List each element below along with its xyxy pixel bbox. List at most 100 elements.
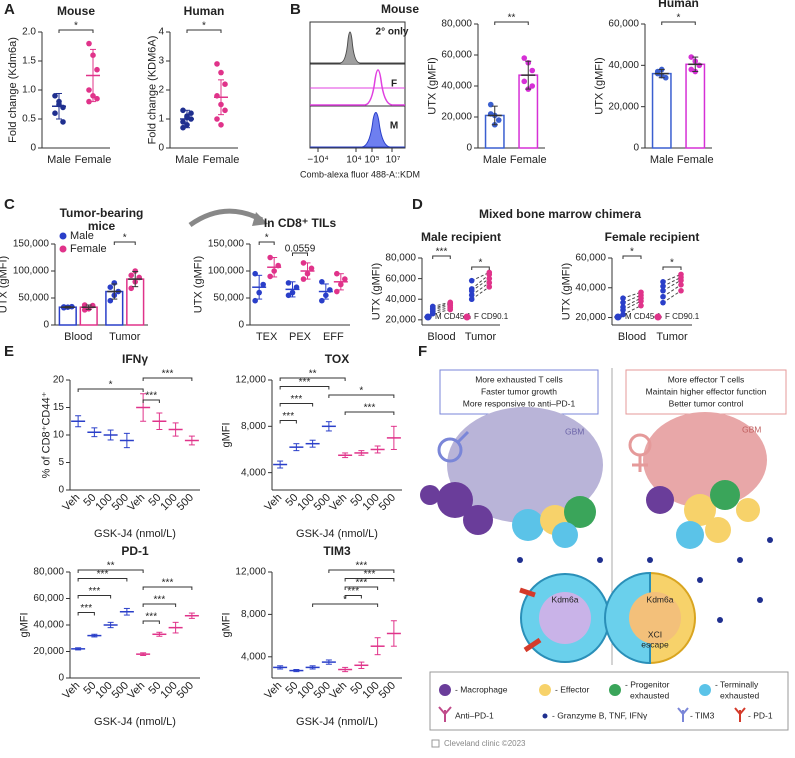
significance-bracket [622, 255, 642, 259]
legend-marker [59, 232, 67, 240]
data-point [52, 110, 58, 116]
significance-label: *** [282, 411, 294, 422]
x-tick-label: 500 [175, 680, 196, 701]
x-tick-label: 500 [377, 680, 398, 701]
x-tick-label: Veh [262, 492, 284, 514]
y-tick-label: 50,000 [213, 293, 244, 304]
significance-label: *** [154, 595, 166, 606]
x-axis-label: GSK-J4 (nmol/L) [296, 528, 378, 540]
significance-label: * [265, 233, 269, 244]
y-tick-label: 8,000 [241, 609, 266, 620]
x-tick-label: Veh [125, 680, 147, 702]
y-tick-label: 4 [158, 27, 164, 38]
legend-label: Male [70, 230, 94, 242]
y-tick-label: 0 [30, 143, 36, 154]
y-tick-label: 150,000 [13, 239, 50, 250]
x-axis-label: GSK-J4 (nmol/L) [296, 716, 378, 728]
y-tick-label: 1.0 [22, 85, 36, 96]
pair-line [471, 271, 490, 282]
significance-bracket [186, 29, 222, 33]
data-point [214, 61, 220, 67]
y-axis-label: UTX (gMFI) [426, 57, 438, 114]
data-point [86, 87, 92, 93]
y-tick-label: 40,000 [575, 282, 606, 293]
data-point [214, 116, 220, 122]
data-point [218, 122, 224, 128]
significance-label: *** [80, 603, 92, 614]
x-tick-label: EFF [323, 331, 344, 343]
pair-line [662, 273, 682, 283]
data-point [660, 287, 666, 294]
y-tick-label: 12,000 [235, 375, 266, 386]
data-point [60, 104, 66, 111]
significance-bracket [432, 255, 451, 259]
data-point [267, 273, 273, 280]
data-point [620, 295, 626, 302]
y-tick-label: 2.0 [22, 27, 36, 38]
significance-bracket [344, 595, 362, 599]
significance-bracket [471, 266, 490, 270]
significance-bracket [344, 586, 379, 590]
significance-bracket [58, 29, 94, 33]
x-tick-label: Blood [618, 331, 646, 343]
chart-title: In CD8⁺ TILs [264, 216, 337, 230]
x-tick-label: Female [510, 154, 547, 166]
y-tick-label: 1 [158, 114, 164, 125]
footer: Cleveland clinic ©2023 [444, 739, 526, 748]
data-point [319, 279, 325, 285]
y-tick-label: 4,000 [241, 467, 266, 478]
data-point [468, 292, 475, 298]
data-point [222, 81, 228, 87]
chart-title: mice [88, 219, 116, 233]
significance-label: * [202, 21, 206, 32]
data-point [94, 95, 100, 102]
significance-label: *** [347, 586, 359, 597]
y-tick-label: 0.5 [22, 114, 36, 125]
significance-label: *** [89, 586, 101, 597]
y-tick-label: 0 [58, 673, 64, 684]
box-text: More exhausted T cells [475, 374, 563, 384]
data-point [662, 74, 669, 81]
data-point [334, 270, 340, 277]
x-tick-label: TEX [256, 331, 278, 343]
significance-bracket [328, 394, 395, 398]
significance-label: * [677, 13, 681, 24]
significance-label: *** [356, 578, 368, 589]
legend-label: - Granzyme B, TNF, IFNγ [552, 710, 648, 720]
data-point [696, 62, 703, 69]
flow-title: Mouse [381, 2, 419, 16]
flow-plot [309, 21, 406, 152]
x-axis-label: GSK-J4 (nmol/L) [94, 528, 176, 540]
panel-label: D [412, 196, 423, 213]
xci-label: XCI [648, 629, 662, 639]
significance-label: ** [107, 561, 115, 572]
legend-label: - Macrophage [455, 684, 508, 694]
y-tick-label: 20 [53, 375, 65, 386]
bar [651, 72, 672, 149]
y-tick-label: 100,000 [13, 266, 50, 277]
significance-label: * [74, 21, 78, 32]
legend-label: F CD90.1 [474, 312, 509, 321]
chart-title: Mouse [57, 4, 95, 18]
x-tick-label: Male [650, 154, 674, 166]
chart-title: Female recipient [605, 230, 700, 244]
legend-marker [424, 313, 432, 321]
data-point [180, 124, 186, 131]
flow-tick-label: 10⁴ [346, 155, 361, 166]
data-point [81, 302, 88, 308]
y-axis-label: % of CD8⁺CD44⁺ [41, 391, 53, 478]
significance-bracket [142, 399, 160, 403]
data-point [293, 284, 300, 291]
y-tick-label: 60,000 [608, 19, 639, 30]
y-axis-label: UTX (gMFI) [0, 256, 10, 313]
data-point [486, 275, 493, 282]
data-point [94, 66, 100, 73]
significance-label: *** [356, 561, 368, 572]
y-tick-label: 40,000 [441, 81, 472, 92]
x-tick-label: Tumor [465, 331, 497, 343]
y-tick-label: 20,000 [608, 101, 639, 112]
significance-bracket [142, 620, 160, 624]
legend-label: M CD45.1 [625, 312, 662, 321]
